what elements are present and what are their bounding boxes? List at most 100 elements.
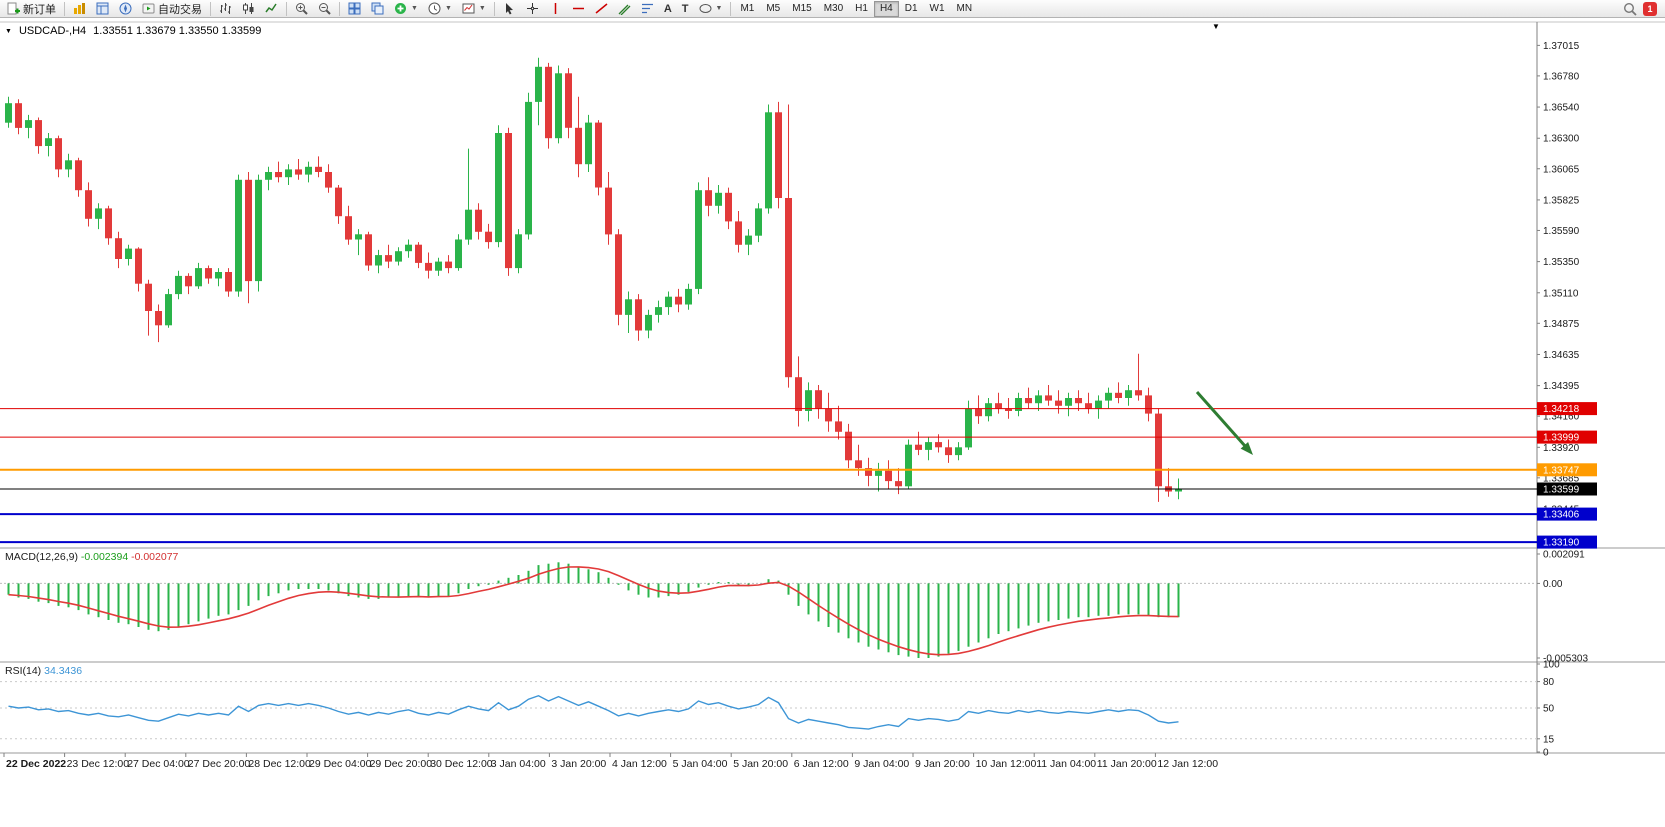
crosshair-button[interactable] (521, 0, 544, 17)
chart-candles-button[interactable] (237, 0, 260, 17)
price-axis-label: 1.35350 (1543, 257, 1580, 268)
chart-title: ▼ USDCAD-,H4 1.33551 1.33679 1.33550 1.3… (5, 25, 261, 37)
price-line-badge (1537, 482, 1597, 496)
chart-shift-marker-icon[interactable]: ▼ (1212, 22, 1220, 31)
candlestick-series (5, 57, 1182, 502)
timeframe-mn-button[interactable]: MN (951, 1, 979, 17)
price-axis-label: 1.34160 (1543, 412, 1580, 423)
rsi-axis-label: 0 (1543, 748, 1549, 759)
chart-line-button[interactable] (260, 0, 283, 17)
autotrading-label: 自动交易 (158, 3, 202, 16)
timeframe-m15-button[interactable]: M15 (786, 1, 817, 17)
timeframe-m1-button[interactable]: M1 (734, 1, 760, 17)
rsi-axis-label: 100 (1543, 660, 1560, 671)
chart-bars-button[interactable] (214, 0, 237, 17)
time-axis-label: 29 Dec 04:00 (309, 758, 372, 770)
crosshair-icon (526, 3, 538, 14)
price-axis-label: 1.36065 (1543, 164, 1580, 175)
price-line-badge-label: 1.34218 (1543, 404, 1580, 415)
cascade-windows-icon (371, 2, 384, 15)
price-axis-label: 1.36300 (1543, 134, 1580, 145)
timeframe-d1-button[interactable]: D1 (899, 1, 924, 17)
bars-chart-icon (220, 3, 231, 14)
time-axis-label: 3 Jan 20:00 (551, 758, 606, 770)
macd-label: MACD(12,26,9) -0.002394 -0.002077 (5, 551, 178, 563)
chevron-down-icon: ▼ (444, 5, 452, 12)
toolbar-separator (339, 1, 340, 16)
trendline-button[interactable] (590, 0, 613, 17)
navigator-button[interactable] (114, 0, 137, 17)
data-window-button[interactable] (91, 0, 114, 17)
indicators-button[interactable]: ▼ (389, 0, 423, 17)
macd-signal-line (8, 566, 1179, 656)
timeframe-h1-button[interactable]: H1 (849, 1, 874, 17)
price-line-badge-label: 1.33747 (1543, 465, 1580, 476)
new-order-label: 新订单 (23, 3, 56, 16)
timeframe-h4-button[interactable]: H4 (873, 0, 899, 17)
timeframe-m5-button[interactable]: M5 (760, 1, 786, 17)
cascade-windows-button[interactable] (366, 0, 389, 17)
shapes-button[interactable]: ▼ (694, 0, 728, 17)
price-line-badge (1537, 507, 1597, 521)
time-axis-label: 6 Jan 12:00 (794, 758, 849, 770)
channel-icon (618, 4, 631, 15)
vertical-line-button[interactable] (544, 0, 567, 17)
template-icon (462, 3, 475, 14)
time-axis-label: 11 Jan 04:00 (1036, 758, 1096, 770)
tile-windows-button[interactable] (343, 0, 366, 17)
time-axis-label: 9 Jan 04:00 (854, 758, 909, 770)
zoom-out-icon (319, 3, 331, 15)
periods-button[interactable]: ▼ (423, 0, 457, 17)
time-axis-label: 27 Dec 04:00 (127, 758, 190, 770)
macd-signal-value: -0.002077 (131, 551, 179, 563)
zoom-out-button[interactable] (313, 0, 336, 17)
time-axis-label: 11 Jan 20:00 (1097, 758, 1157, 770)
fibonacci-button[interactable] (636, 0, 659, 17)
search-icon[interactable] (1623, 2, 1637, 16)
templates-button[interactable]: ▼ (457, 0, 491, 17)
autotrading-button[interactable]: 自动交易 (137, 0, 207, 17)
time-axis-label: 28 Dec 12:00 (248, 758, 311, 770)
zoom-in-button[interactable] (290, 0, 313, 17)
channel-button[interactable] (613, 0, 636, 17)
fibonacci-icon (641, 3, 653, 14)
chevron-down-icon: ▼ (411, 5, 418, 12)
time-axis-label: 29 Dec 20:00 (370, 758, 433, 770)
vertical-line-icon (554, 3, 557, 14)
time-axis-label: 27 Dec 20:00 (188, 758, 251, 770)
text-icon: A (663, 2, 672, 15)
time-axis-label: 9 Jan 20:00 (915, 758, 970, 770)
price-axis-label: 1.36780 (1543, 71, 1580, 82)
market-watch-button[interactable] (68, 0, 91, 17)
text-button[interactable]: A (659, 0, 677, 17)
horizontal-line-button[interactable] (567, 0, 590, 17)
market-watch-icon (74, 3, 85, 14)
timeframe-group: M1 M5 M15 M30 H1 H4 D1 W1 MN (734, 0, 979, 17)
toolbar-separator (493, 1, 495, 16)
cursor-icon (505, 3, 513, 15)
trend-arrow[interactable] (1195, 391, 1253, 455)
time-axis-label: 10 Jan 12:00 (976, 758, 1037, 770)
price-line-badge (1537, 463, 1597, 477)
rsi-axis-label: 80 (1543, 677, 1555, 688)
notification-badge[interactable]: 1 (1643, 1, 1657, 16)
price-axis-label: 1.35110 (1543, 288, 1579, 299)
time-axis-label: 22 Dec 2022 (6, 758, 66, 770)
price-line-badge-label: 1.33190 (1543, 538, 1580, 549)
tile-windows-icon (348, 2, 361, 15)
price-line-badge (1537, 430, 1597, 444)
timeframe-w1-button[interactable]: W1 (924, 1, 951, 17)
label-button[interactable]: T (677, 0, 694, 17)
price-axis-label: 1.35590 (1543, 226, 1580, 237)
toolbar-separator (64, 1, 65, 16)
cursor-button[interactable] (498, 0, 521, 17)
new-order-button[interactable]: 新订单 (2, 0, 61, 17)
timeframe-m30-button[interactable]: M30 (818, 1, 849, 17)
chart-menu-triangle-icon[interactable]: ▼ (5, 27, 12, 35)
macd-axis-label: 0.00 (1543, 579, 1563, 590)
price-axis-label: 1.36540 (1543, 103, 1580, 114)
chart-ohlc-values: 1.33551 1.33679 1.33550 1.33599 (93, 25, 262, 37)
toolbar-separator (730, 1, 732, 16)
chevron-down-icon: ▼ (478, 5, 486, 12)
